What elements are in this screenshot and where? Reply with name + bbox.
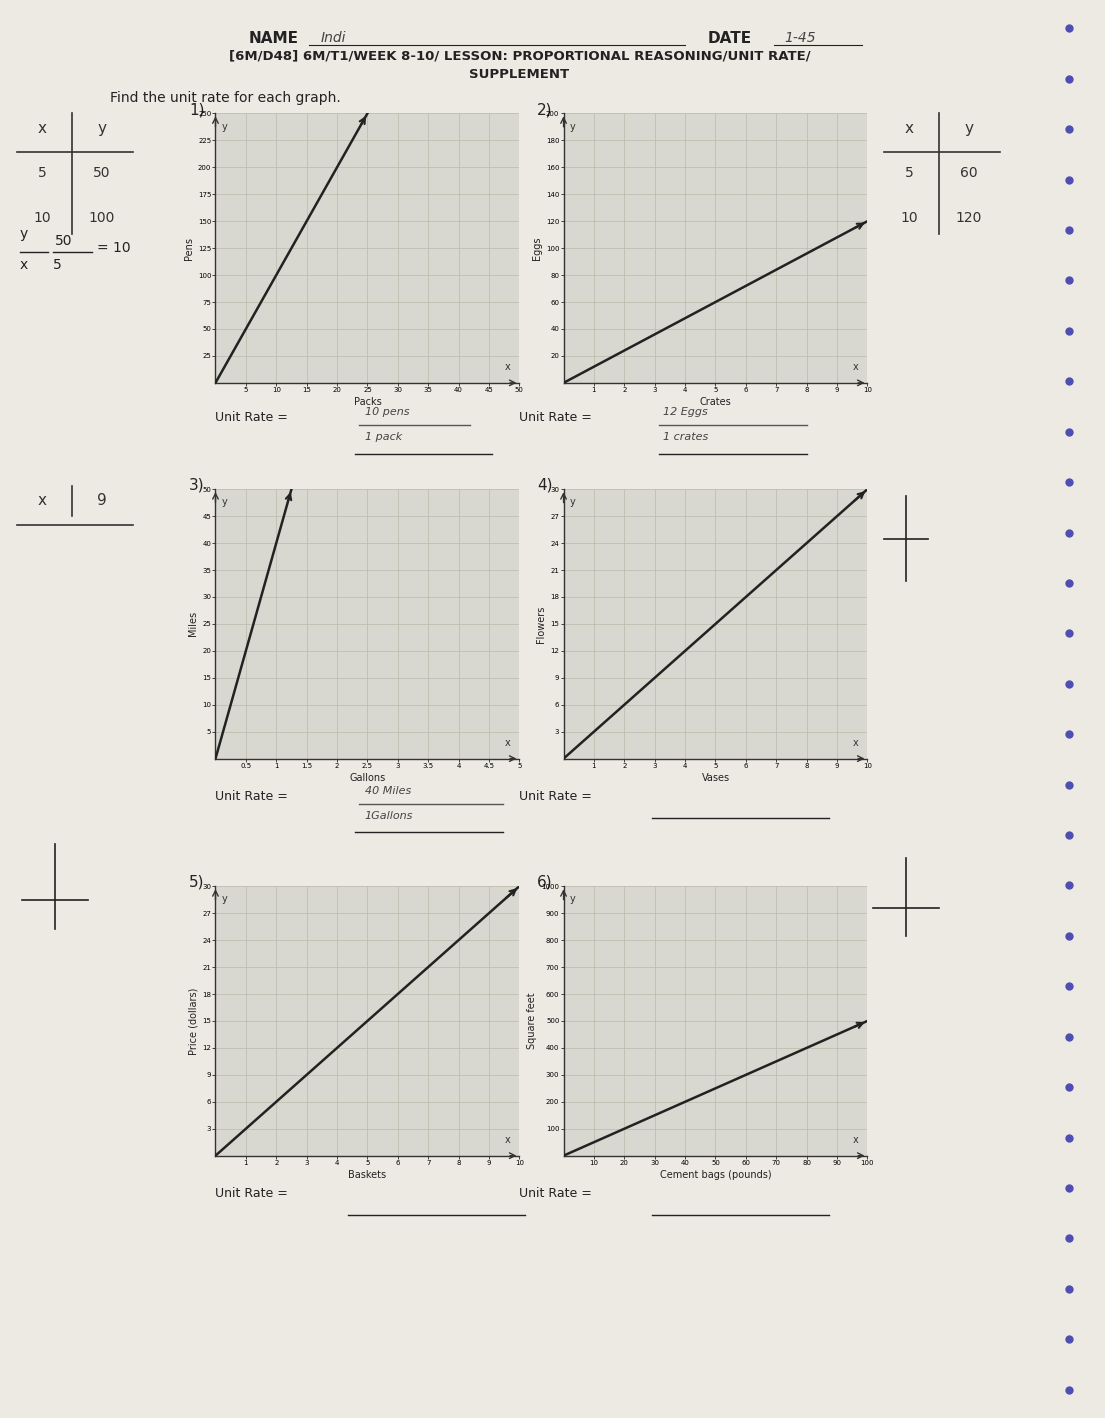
X-axis label: Packs: Packs — [354, 397, 381, 407]
Text: 1Gallons: 1Gallons — [365, 811, 413, 821]
Text: 5): 5) — [189, 875, 204, 891]
Text: 5: 5 — [53, 258, 62, 272]
Text: NAME: NAME — [249, 31, 298, 47]
Text: Unit Rate =: Unit Rate = — [519, 790, 597, 803]
Text: 120: 120 — [956, 211, 982, 225]
Text: = 10: = 10 — [97, 241, 130, 255]
Text: 3): 3) — [189, 478, 204, 493]
Text: x: x — [853, 737, 859, 747]
Text: x: x — [853, 362, 859, 372]
Text: Find the unit rate for each graph.: Find the unit rate for each graph. — [110, 91, 341, 105]
Text: y: y — [221, 895, 228, 905]
Text: 60: 60 — [960, 166, 978, 180]
Text: y: y — [570, 122, 576, 132]
Y-axis label: Square feet: Square feet — [527, 993, 537, 1049]
Y-axis label: Miles: Miles — [188, 611, 198, 637]
Text: 6): 6) — [537, 875, 552, 891]
X-axis label: Crates: Crates — [699, 397, 732, 407]
Text: Unit Rate =: Unit Rate = — [519, 411, 597, 424]
Text: 2): 2) — [537, 102, 552, 118]
Text: Indi: Indi — [320, 31, 346, 45]
Text: 100: 100 — [88, 211, 115, 225]
Y-axis label: Pens: Pens — [183, 237, 193, 259]
Text: [6M/D48] 6M/T1/WEEK 8-10/ LESSON: PROPORTIONAL REASONING/UNIT RATE/: [6M/D48] 6M/T1/WEEK 8-10/ LESSON: PROPOR… — [229, 50, 810, 62]
Text: 12 Eggs: 12 Eggs — [663, 407, 707, 417]
Text: 4): 4) — [537, 478, 552, 493]
Text: Unit Rate =: Unit Rate = — [519, 1187, 597, 1200]
Text: 1 crates: 1 crates — [663, 432, 708, 442]
Text: x: x — [38, 493, 46, 509]
Text: x: x — [20, 258, 28, 272]
Text: y: y — [221, 498, 228, 508]
Text: y: y — [570, 498, 576, 508]
Text: 9: 9 — [97, 493, 106, 509]
Text: 10 pens: 10 pens — [365, 407, 409, 417]
Text: 1-45: 1-45 — [785, 31, 817, 45]
Text: x: x — [505, 737, 511, 747]
Text: x: x — [905, 121, 914, 136]
Y-axis label: Price (dollars): Price (dollars) — [188, 987, 198, 1055]
Text: 40 Miles: 40 Miles — [365, 786, 411, 795]
Text: x: x — [505, 1134, 511, 1144]
X-axis label: Gallons: Gallons — [349, 773, 386, 783]
Text: SUPPLEMENT: SUPPLEMENT — [470, 68, 569, 81]
Text: y: y — [221, 122, 228, 132]
Text: 1 pack: 1 pack — [365, 432, 402, 442]
Text: Unit Rate =: Unit Rate = — [215, 411, 293, 424]
X-axis label: Cement bags (pounds): Cement bags (pounds) — [660, 1170, 771, 1180]
Text: x: x — [38, 121, 46, 136]
X-axis label: Baskets: Baskets — [348, 1170, 387, 1180]
Y-axis label: Flowers: Flowers — [536, 605, 546, 642]
Text: 5: 5 — [38, 166, 46, 180]
Text: Unit Rate =: Unit Rate = — [215, 790, 293, 803]
Text: x: x — [853, 1134, 859, 1144]
Text: 10: 10 — [901, 211, 918, 225]
X-axis label: Vases: Vases — [702, 773, 729, 783]
Text: 1): 1) — [189, 102, 204, 118]
Text: 50: 50 — [93, 166, 110, 180]
Text: 50: 50 — [55, 234, 73, 248]
Text: y: y — [965, 121, 974, 136]
Text: x: x — [505, 362, 511, 372]
Text: y: y — [20, 227, 28, 241]
Text: 5: 5 — [905, 166, 914, 180]
Text: DATE: DATE — [707, 31, 751, 47]
Y-axis label: Eggs: Eggs — [532, 237, 541, 259]
Text: Unit Rate =: Unit Rate = — [215, 1187, 293, 1200]
Text: 10: 10 — [33, 211, 51, 225]
Text: y: y — [97, 121, 106, 136]
Text: y: y — [570, 895, 576, 905]
